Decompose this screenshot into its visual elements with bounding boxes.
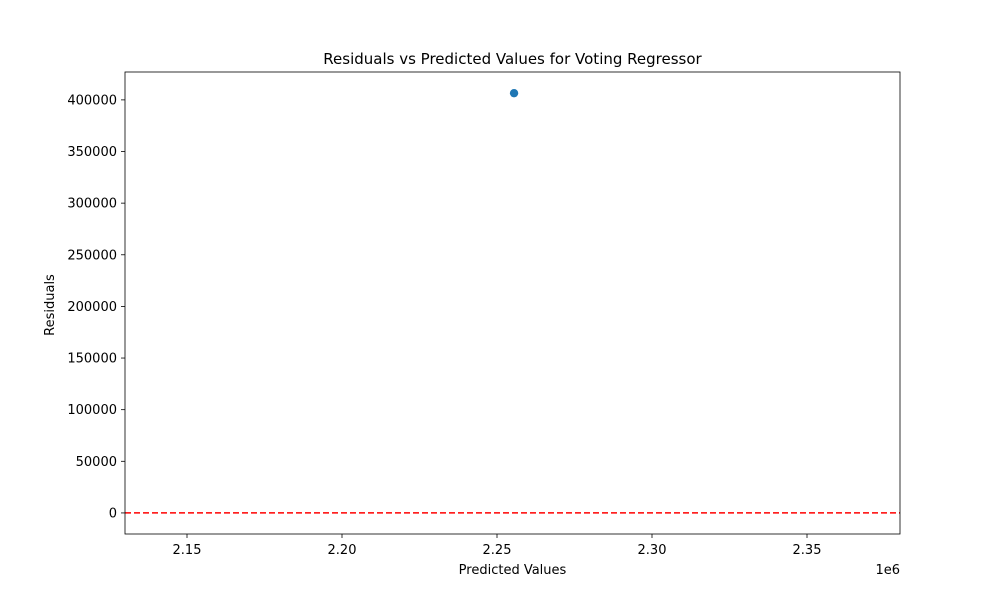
y-tick-label: 100000 [67, 403, 117, 418]
y-axis-label: Residuals [43, 274, 58, 336]
x-tick-label: 2.20 [328, 543, 357, 558]
plot-area: 2.15 2.20 2.25 2.30 2.35 0 50000 100000 150000 20… [67, 71, 901, 558]
y-tick-label: 400000 [67, 93, 117, 108]
x-tick-label: 2.30 [638, 543, 667, 558]
y-tick-label: 250000 [67, 248, 117, 263]
x-tick-label: 2.15 [173, 543, 202, 558]
x-axis-label: Predicted Values [459, 563, 567, 578]
x-axis-offset-label: 1e6 [875, 563, 900, 578]
chart-title: Residuals vs Predicted Values for Voting… [323, 50, 702, 68]
axes-frame [124, 71, 901, 535]
y-tick-label: 150000 [67, 352, 117, 367]
x-tick-label: 2.25 [483, 543, 512, 558]
y-tick-label: 200000 [67, 300, 117, 315]
data-point [509, 88, 519, 98]
x-tick-label: 2.35 [793, 543, 822, 558]
y-tick-label: 0 [109, 506, 117, 521]
y-tick-label: 50000 [76, 455, 117, 470]
y-tick-label: 300000 [67, 197, 117, 212]
y-tick-label: 350000 [67, 145, 117, 160]
